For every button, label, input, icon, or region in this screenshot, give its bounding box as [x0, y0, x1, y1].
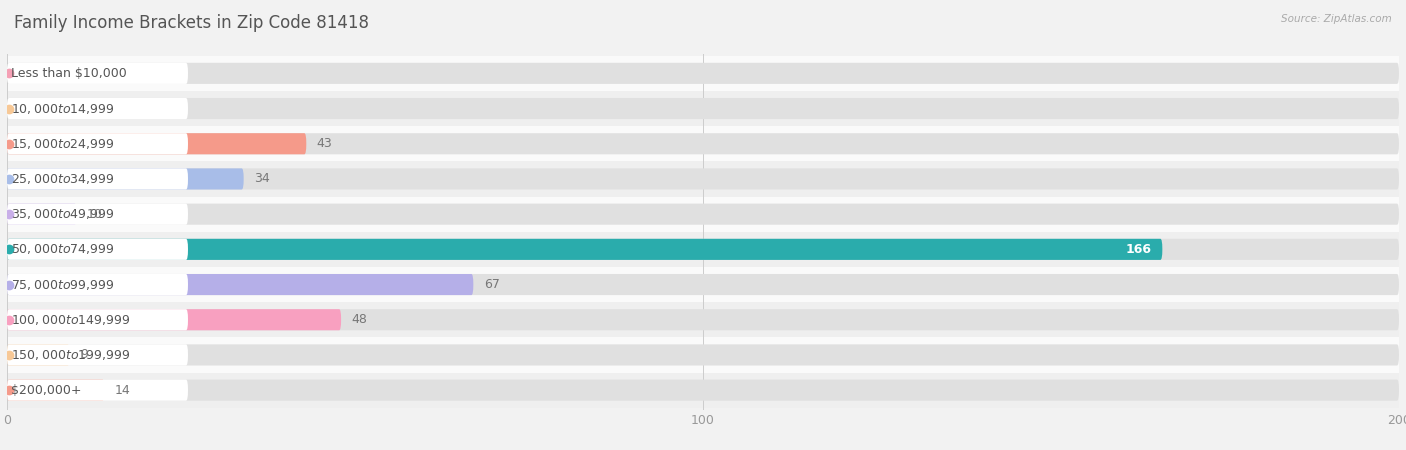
Bar	[7, 91, 1399, 126]
Text: Family Income Brackets in Zip Code 81418: Family Income Brackets in Zip Code 81418	[14, 14, 368, 32]
FancyBboxPatch shape	[7, 133, 307, 154]
Text: $50,000 to $74,999: $50,000 to $74,999	[10, 243, 114, 256]
Text: Less than $10,000: Less than $10,000	[10, 67, 127, 80]
FancyBboxPatch shape	[7, 168, 188, 189]
Bar	[7, 373, 1399, 408]
FancyBboxPatch shape	[7, 239, 1399, 260]
FancyBboxPatch shape	[7, 203, 1399, 225]
Text: Source: ZipAtlas.com: Source: ZipAtlas.com	[1281, 14, 1392, 23]
Text: $150,000 to $199,999: $150,000 to $199,999	[10, 348, 129, 362]
Bar	[7, 56, 1399, 91]
FancyBboxPatch shape	[7, 380, 188, 400]
FancyBboxPatch shape	[7, 309, 342, 330]
FancyBboxPatch shape	[7, 309, 1399, 330]
FancyBboxPatch shape	[7, 344, 1399, 365]
Bar	[7, 162, 1399, 197]
FancyBboxPatch shape	[7, 380, 1399, 400]
Text: 48: 48	[352, 313, 367, 326]
FancyBboxPatch shape	[7, 63, 1399, 84]
Bar	[7, 267, 1399, 302]
FancyBboxPatch shape	[7, 274, 1399, 295]
Text: 43: 43	[316, 137, 332, 150]
Text: $25,000 to $34,999: $25,000 to $34,999	[10, 172, 114, 186]
Bar	[7, 232, 1399, 267]
FancyBboxPatch shape	[7, 344, 70, 365]
Text: 34: 34	[254, 172, 270, 185]
Text: $15,000 to $24,999: $15,000 to $24,999	[10, 137, 114, 151]
FancyBboxPatch shape	[7, 380, 104, 400]
Bar	[7, 302, 1399, 338]
FancyBboxPatch shape	[7, 309, 188, 330]
FancyBboxPatch shape	[7, 344, 188, 365]
Text: $10,000 to $14,999: $10,000 to $14,999	[10, 102, 114, 116]
FancyBboxPatch shape	[7, 274, 188, 295]
FancyBboxPatch shape	[7, 203, 188, 225]
FancyBboxPatch shape	[7, 133, 188, 154]
FancyBboxPatch shape	[7, 98, 1399, 119]
FancyBboxPatch shape	[7, 63, 188, 84]
FancyBboxPatch shape	[7, 239, 1163, 260]
Bar	[7, 126, 1399, 162]
Text: 14: 14	[115, 384, 131, 396]
FancyBboxPatch shape	[7, 168, 1399, 189]
FancyBboxPatch shape	[7, 239, 188, 260]
Bar	[7, 338, 1399, 373]
FancyBboxPatch shape	[7, 98, 188, 119]
Text: 166: 166	[1126, 243, 1152, 256]
FancyBboxPatch shape	[7, 203, 77, 225]
Text: 9: 9	[80, 348, 89, 361]
FancyBboxPatch shape	[7, 133, 1399, 154]
Text: $75,000 to $99,999: $75,000 to $99,999	[10, 278, 114, 292]
FancyBboxPatch shape	[7, 274, 474, 295]
FancyBboxPatch shape	[7, 168, 243, 189]
Text: $100,000 to $149,999: $100,000 to $149,999	[10, 313, 129, 327]
Text: $35,000 to $49,999: $35,000 to $49,999	[10, 207, 114, 221]
Text: $200,000+: $200,000+	[10, 384, 82, 396]
Text: 10: 10	[87, 207, 103, 220]
Bar	[7, 197, 1399, 232]
Text: 67: 67	[484, 278, 499, 291]
